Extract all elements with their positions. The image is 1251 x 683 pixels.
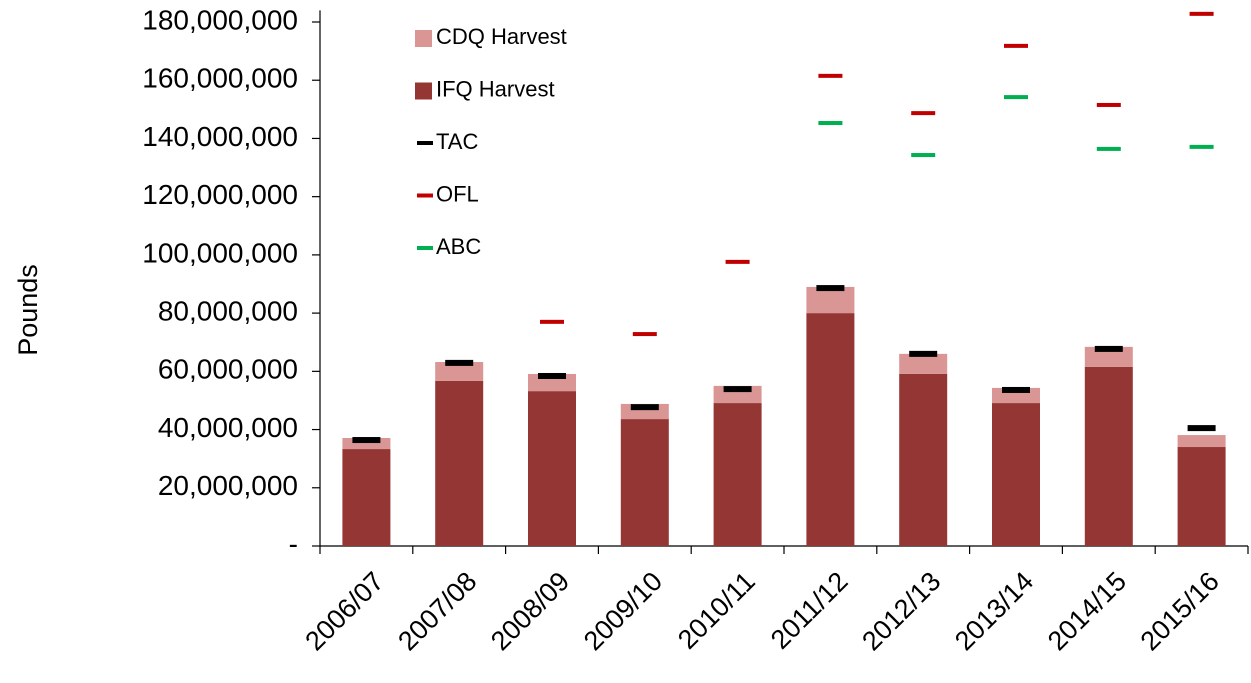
x-tick-label: 2013/14 [949,566,1039,656]
x-tick-label: 2014/15 [1042,566,1132,656]
y-tick-label: - [289,528,298,559]
legend-label: ABC [436,234,481,259]
marker [909,350,938,357]
y-tick-label: 100,000,000 [142,237,298,268]
x-tick-label: 2006/07 [299,566,389,656]
y-tick-label: 40,000,000 [158,412,298,443]
marker [630,404,659,411]
bar-segment [342,449,391,546]
legend-swatch [417,246,433,250]
marker [632,332,657,337]
y-tick-label: 60,000,000 [158,354,298,385]
marker [911,111,936,116]
x-tick-label: 2012/13 [856,566,946,656]
bar-segment [899,373,948,546]
bar-segment [435,380,484,546]
marker [911,153,936,158]
marker [538,372,566,379]
legend-label: TAC [436,129,478,154]
bar-segment [620,419,669,546]
x-tick-label: 2009/10 [578,566,668,656]
marker [1004,95,1028,100]
marker [816,285,845,292]
marker [1002,386,1030,393]
bar-segment [806,286,855,314]
y-tick-label: 180,000,000 [142,4,298,35]
legend-swatch [415,82,432,100]
marker [723,386,752,393]
x-tick-label: 2010/11 [672,566,761,655]
marker [445,359,474,366]
bar-segment [1084,366,1133,546]
bar-segment [1177,435,1226,448]
bar-segment [435,362,484,381]
legend-label: CDQ Harvest [436,24,567,49]
marker [1189,144,1214,149]
marker [1187,425,1216,432]
x-tick-label: 2011/12 [765,566,854,655]
marker [1096,146,1121,151]
marker [1004,43,1028,48]
marker [1094,345,1123,352]
marker [1096,102,1121,107]
y-tick-label: 160,000,000 [142,63,298,94]
y-tick-label: 120,000,000 [142,179,298,210]
y-tick-label: 80,000,000 [158,296,298,327]
marker [725,259,750,264]
x-tick-label: 2007/08 [392,566,482,656]
bar-segment [713,403,762,546]
marker [1189,11,1214,16]
marker [540,319,564,324]
bar-segment [806,313,855,546]
x-tick-label: 2015/16 [1135,566,1225,656]
bar-segment [899,353,948,374]
legend-label: IFQ Harvest [436,76,555,101]
y-axis-label: Pounds [13,264,43,356]
bar-segment [528,391,576,546]
legend-swatch [417,141,433,145]
bar-segment [1177,447,1226,546]
y-tick-label: 20,000,000 [158,470,298,501]
x-tick-label: 2008/09 [485,566,575,656]
bar-segment [992,403,1040,546]
marker [818,121,843,126]
legend-label: OFL [436,181,479,206]
bar-segment [342,437,391,450]
y-tick-label: 140,000,000 [142,121,298,152]
marker [352,437,381,444]
legend-swatch [417,193,433,198]
marker [818,73,843,78]
legend-swatch [415,30,432,47]
